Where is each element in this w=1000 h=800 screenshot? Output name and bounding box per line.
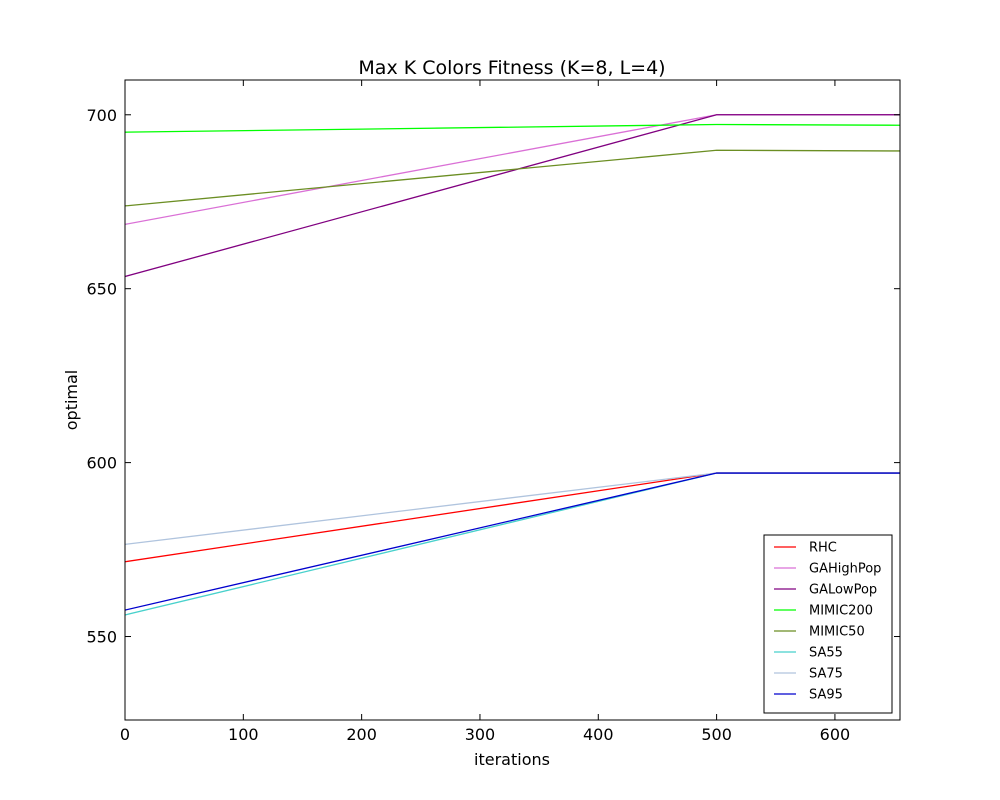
legend-box — [763, 534, 893, 714]
y-tick-label: 550 — [86, 628, 117, 647]
series-line-galowpop — [124, 114, 900, 278]
x-tick-label: 200 — [346, 725, 377, 744]
legend-label-galowpop: GALowPop — [809, 583, 877, 598]
x-tick-label: 100 — [228, 725, 259, 744]
series-line-sa95 — [124, 472, 900, 611]
plot-area — [124, 114, 901, 616]
legend-label-mimic200: MIMIC200 — [809, 604, 873, 619]
y-axis-label: optimal — [62, 370, 81, 431]
x-axis-label: iterations — [474, 750, 550, 769]
y-axis: 550 600 650 700 — [86, 106, 900, 647]
legend-label-sa55: SA55 — [809, 646, 843, 661]
x-tick-label: 500 — [701, 725, 732, 744]
x-tick-label: 400 — [583, 725, 614, 744]
legend: RHC GAHighPop GALowPop MIMIC200 MIMIC50 SA55 S… — [763, 534, 893, 714]
y-tick-label: 650 — [86, 280, 117, 299]
legend-label-rhc: RHC — [809, 541, 837, 556]
chart-title: Max K Colors Fitness (K=8, L=4) — [358, 57, 665, 79]
y-tick-label: 700 — [86, 106, 117, 125]
legend-label-mimic50: MIMIC50 — [809, 625, 865, 640]
plot-frame — [124, 79, 901, 721]
legend-label-sa75: SA75 — [809, 667, 843, 682]
y-tick-label: 600 — [86, 454, 117, 473]
series-line-mimic200 — [124, 123, 901, 133]
x-axis: 0 100 200 300 400 500 600 — [120, 80, 850, 744]
x-tick-label: 300 — [465, 725, 496, 744]
legend-label-gahighpop: GAHighPop — [809, 562, 881, 577]
series-line-mimic50 — [124, 149, 901, 207]
x-tick-label: 0 — [120, 725, 130, 744]
legend-label-sa95: SA95 — [809, 688, 843, 703]
x-tick-label: 600 — [820, 725, 851, 744]
